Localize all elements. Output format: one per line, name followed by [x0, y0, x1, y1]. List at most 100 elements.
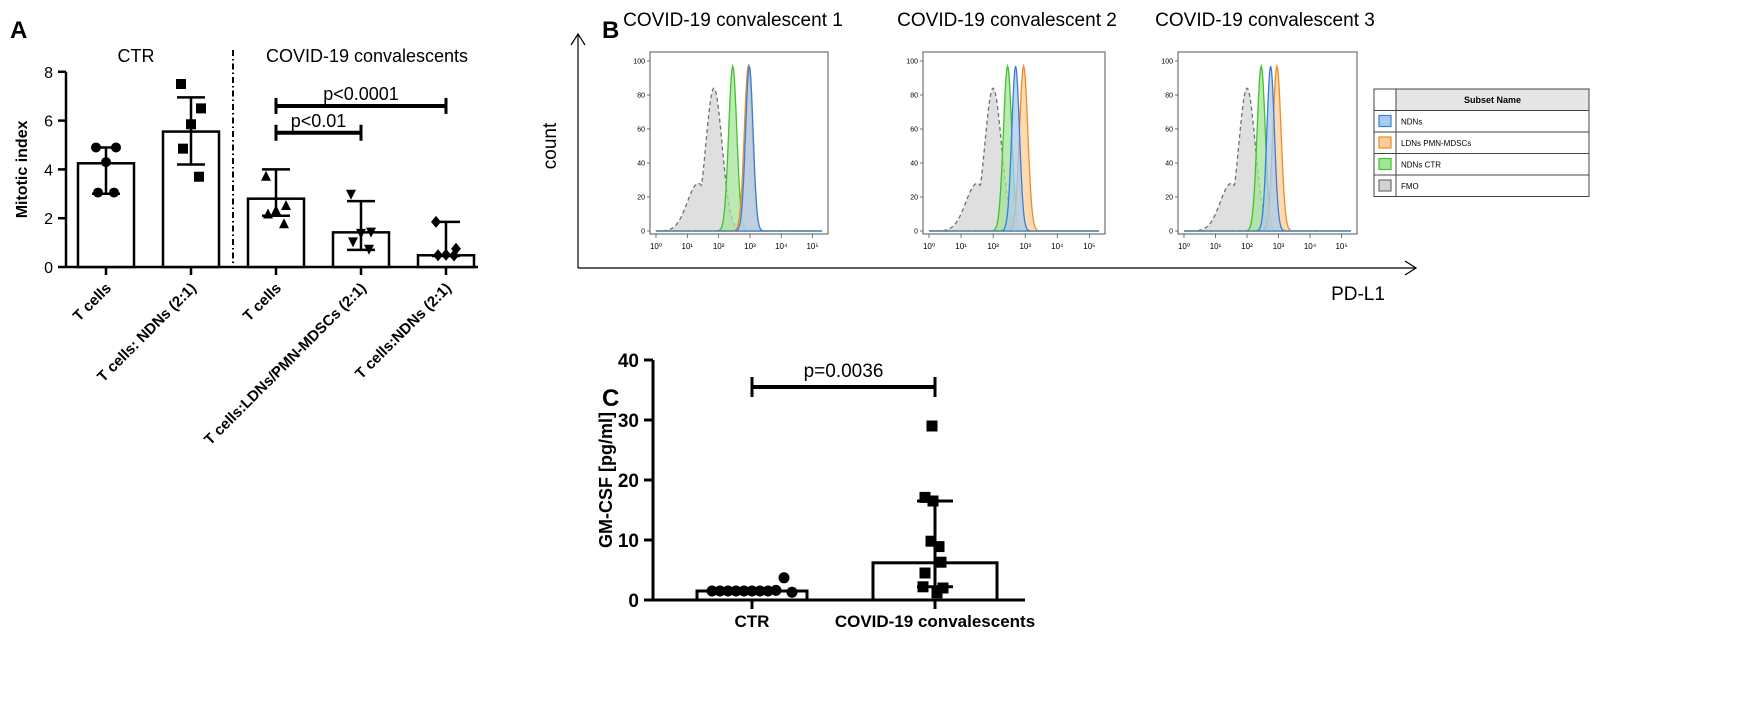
panel-c: C 0 10 20 30 40 GM-CSF [pg/ml] CTR COVID-19 con…: [596, 351, 1035, 631]
data-point: [194, 171, 204, 182]
y-tick-label: 80: [637, 93, 645, 100]
y-tick-label: 80: [910, 93, 918, 100]
y-tick-label: 20: [910, 195, 918, 202]
histogram-ndns: [1184, 65, 1351, 232]
x-tick-label: 10⁰: [1178, 242, 1190, 251]
y-tick-label: 0: [641, 229, 645, 236]
subplot-title: COVID-19 convalescent 3: [1155, 10, 1375, 31]
data-point: [919, 567, 931, 579]
subplot-title: COVID-19 convalescent 2: [897, 10, 1117, 31]
y-tick-label: 4: [44, 162, 53, 179]
data-point: [271, 204, 281, 215]
data-point: [754, 585, 766, 597]
legend-entry-label: LDNs PMN-MDSCs: [1401, 139, 1471, 148]
data-point: [348, 237, 358, 248]
y-tick-label: 80: [1165, 93, 1173, 100]
y-axis-arrow: [570, 32, 586, 46]
data-point: [449, 249, 459, 262]
x-tick-label: CTR: [735, 612, 770, 631]
legend-swatch: [1378, 179, 1392, 192]
y-tick-label: 40: [910, 161, 918, 168]
y-tick-label: 100: [633, 59, 645, 66]
x-tick-label: 10²: [1241, 242, 1253, 251]
data-point: [93, 187, 103, 198]
data-point: [722, 585, 734, 597]
x-tick-label: T cells:NDNs (2:1): [352, 280, 455, 383]
data-point: [281, 200, 291, 210]
data-point: [364, 244, 374, 255]
x-tick-label: 10³: [744, 242, 756, 251]
y-tick-label: 0: [914, 229, 918, 236]
data-point: [925, 535, 937, 547]
x-tick-label: 10³: [1273, 242, 1285, 251]
p-value-label: p<0.0001: [323, 84, 399, 104]
y-axis-label: Mitotic index: [14, 120, 31, 218]
panel-b: B count PD-L1 COVID-19 convalescent 1 0 20 40…: [540, 10, 1590, 305]
data-point: [433, 249, 443, 262]
y-tick-label: 8: [44, 65, 53, 82]
x-tick-label: COVID-19 convalescents: [835, 612, 1035, 631]
x-tick-label: 10²: [987, 242, 999, 251]
x-tick-label: 10⁵: [1083, 242, 1095, 251]
x-tick-label: T cells: [240, 280, 285, 325]
y-tick-label: 6: [44, 114, 53, 131]
y-tick-label: 20: [618, 471, 639, 492]
x-tick-label: T cells:LDNs/PMN-MDSCs (2:1): [201, 280, 370, 449]
panel-a-letter: A: [10, 17, 27, 44]
legend-entry-label: NDNs: [1401, 118, 1422, 127]
histogram-ndns: [929, 65, 1099, 232]
data-point: [186, 119, 196, 130]
data-point: [762, 585, 774, 597]
y-tick-label: 60: [1165, 127, 1173, 134]
x-axis-arrow: [1404, 260, 1418, 276]
x-tick-label: 10¹: [682, 242, 694, 251]
data-point: [919, 491, 931, 503]
y-tick-label: 40: [1165, 161, 1173, 168]
x-tick-label: 10¹: [955, 242, 967, 251]
y-tick-label: 100: [906, 59, 918, 66]
data-point: [441, 248, 451, 261]
data-point: [738, 585, 750, 597]
x-tick-label: 10⁴: [1051, 242, 1064, 251]
y-tick-label: 40: [637, 161, 645, 168]
y-tick-label: 10: [618, 531, 639, 552]
data-point: [109, 187, 119, 198]
data-point: [746, 585, 758, 597]
data-point: [431, 215, 441, 228]
data-point: [730, 585, 742, 597]
p-value-label: p=0.0036: [804, 361, 884, 382]
data-point: [261, 170, 271, 181]
x-tick-label: 10¹: [1210, 242, 1222, 251]
x-tick-label: 10⁵: [1335, 242, 1347, 251]
y-tick-label: 2: [44, 211, 53, 228]
data-point: [178, 143, 188, 154]
panel-b-letter: B: [602, 17, 619, 44]
data-point: [927, 495, 939, 507]
data-point: [933, 541, 945, 553]
data-point: [176, 79, 186, 89]
histogram-subplot: COVID-19 convalescent 1 0 20 40 60 80 100 10⁰ 10…: [623, 10, 843, 251]
subplot-title: COVID-19 convalescent 1: [623, 10, 843, 31]
data-point: [937, 582, 949, 594]
panel-a: A 0 2 4 6 8 Mitotic index CTR COVID-19 convales…: [10, 17, 478, 449]
data-point: [263, 208, 273, 219]
legend: Subset Name NDNs LDNs PMN-MDSCs NDNs CTR FMO: [1373, 88, 1590, 197]
y-tick-label: 100: [1161, 59, 1173, 66]
data-point: [196, 103, 206, 114]
y-tick-label: 60: [910, 127, 918, 134]
x-tick-label: 10²: [713, 242, 725, 251]
data-point: [714, 585, 726, 597]
panel-c-letter: C: [602, 385, 619, 412]
data-point: [279, 218, 289, 229]
y-axis-label: count: [540, 122, 561, 169]
y-tick-label: 30: [618, 411, 639, 432]
group-label-covid: COVID-19 convalescents: [266, 46, 468, 66]
y-tick-label: 40: [618, 351, 639, 372]
y-tick-label: 20: [1165, 195, 1173, 202]
legend-entry-label: FMO: [1401, 182, 1419, 191]
group-label-ctr: CTR: [118, 46, 155, 66]
legend-swatch: [1378, 157, 1392, 171]
data-point: [346, 189, 356, 200]
legend-header: Subset Name: [1464, 95, 1521, 105]
y-tick-label: 0: [1169, 229, 1173, 236]
